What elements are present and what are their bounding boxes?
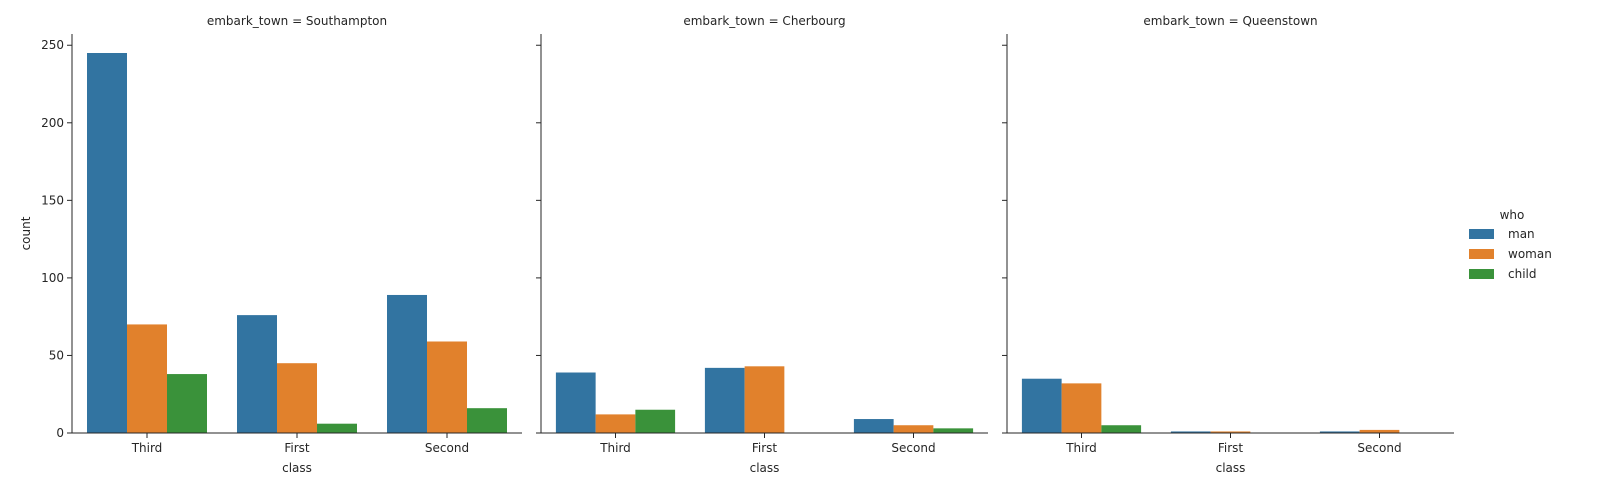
x-axis-label: class <box>1216 461 1246 475</box>
y-axis-label: count <box>19 216 33 250</box>
x-tick-label: First <box>752 441 778 455</box>
bar-woman-third <box>595 414 636 433</box>
x-tick-label: Second <box>891 441 935 455</box>
bar-woman-second <box>427 341 467 433</box>
bar-child-third <box>1101 425 1142 433</box>
legend-label-child: child <box>1508 267 1537 281</box>
bar-man-third <box>1021 378 1062 433</box>
x-tick-label: First <box>284 441 310 455</box>
y-tick-label: 150 <box>41 193 64 207</box>
bar-woman-second <box>1359 429 1400 433</box>
x-tick-label: First <box>1218 441 1244 455</box>
y-tick-label: 100 <box>41 271 64 285</box>
facet-title: embark_town = Southampton <box>207 14 387 28</box>
bar-child-third <box>635 409 676 433</box>
bar-woman-first <box>277 363 317 433</box>
legend-swatch-woman <box>1469 249 1494 259</box>
bar-child-third <box>167 374 207 433</box>
y-tick-label: 0 <box>56 426 64 440</box>
x-tick-label: Second <box>1357 441 1401 455</box>
bar-woman-first <box>1210 431 1251 433</box>
y-tick-label: 200 <box>41 116 64 130</box>
x-tick-label: Second <box>425 441 469 455</box>
facet-title: embark_town = Cherbourg <box>683 14 845 28</box>
legend-swatch-child <box>1469 269 1494 279</box>
bar-man-first <box>704 367 745 433</box>
x-axis-label: class <box>282 461 312 475</box>
x-tick-label: Third <box>131 441 163 455</box>
bar-man-first <box>237 315 277 433</box>
bar-woman-third <box>1061 383 1102 433</box>
bar-child-second <box>933 428 974 433</box>
bar-woman-third <box>127 324 167 433</box>
facet-title: embark_town = Queenstown <box>1143 14 1317 28</box>
bar-child-first <box>317 423 357 433</box>
x-tick-label: Third <box>599 441 631 455</box>
x-axis-label: class <box>750 461 780 475</box>
bar-man-second <box>853 419 894 433</box>
bar-man-first <box>1170 431 1211 433</box>
bar-child-second <box>467 408 507 433</box>
x-tick-label: Third <box>1065 441 1097 455</box>
legend-label-woman: woman <box>1508 247 1552 261</box>
bar-man-second <box>1319 431 1360 433</box>
y-tick-label: 250 <box>41 38 64 52</box>
bar-man-second <box>387 294 427 433</box>
bar-woman-second <box>893 425 934 433</box>
bar-woman-first <box>744 366 785 433</box>
bar-man-third <box>555 372 596 433</box>
legend-title: who <box>1500 208 1525 222</box>
legend-swatch-man <box>1469 229 1494 239</box>
y-tick-label: 50 <box>49 348 64 362</box>
legend-label-man: man <box>1508 227 1535 241</box>
bar-man-third <box>87 53 127 433</box>
